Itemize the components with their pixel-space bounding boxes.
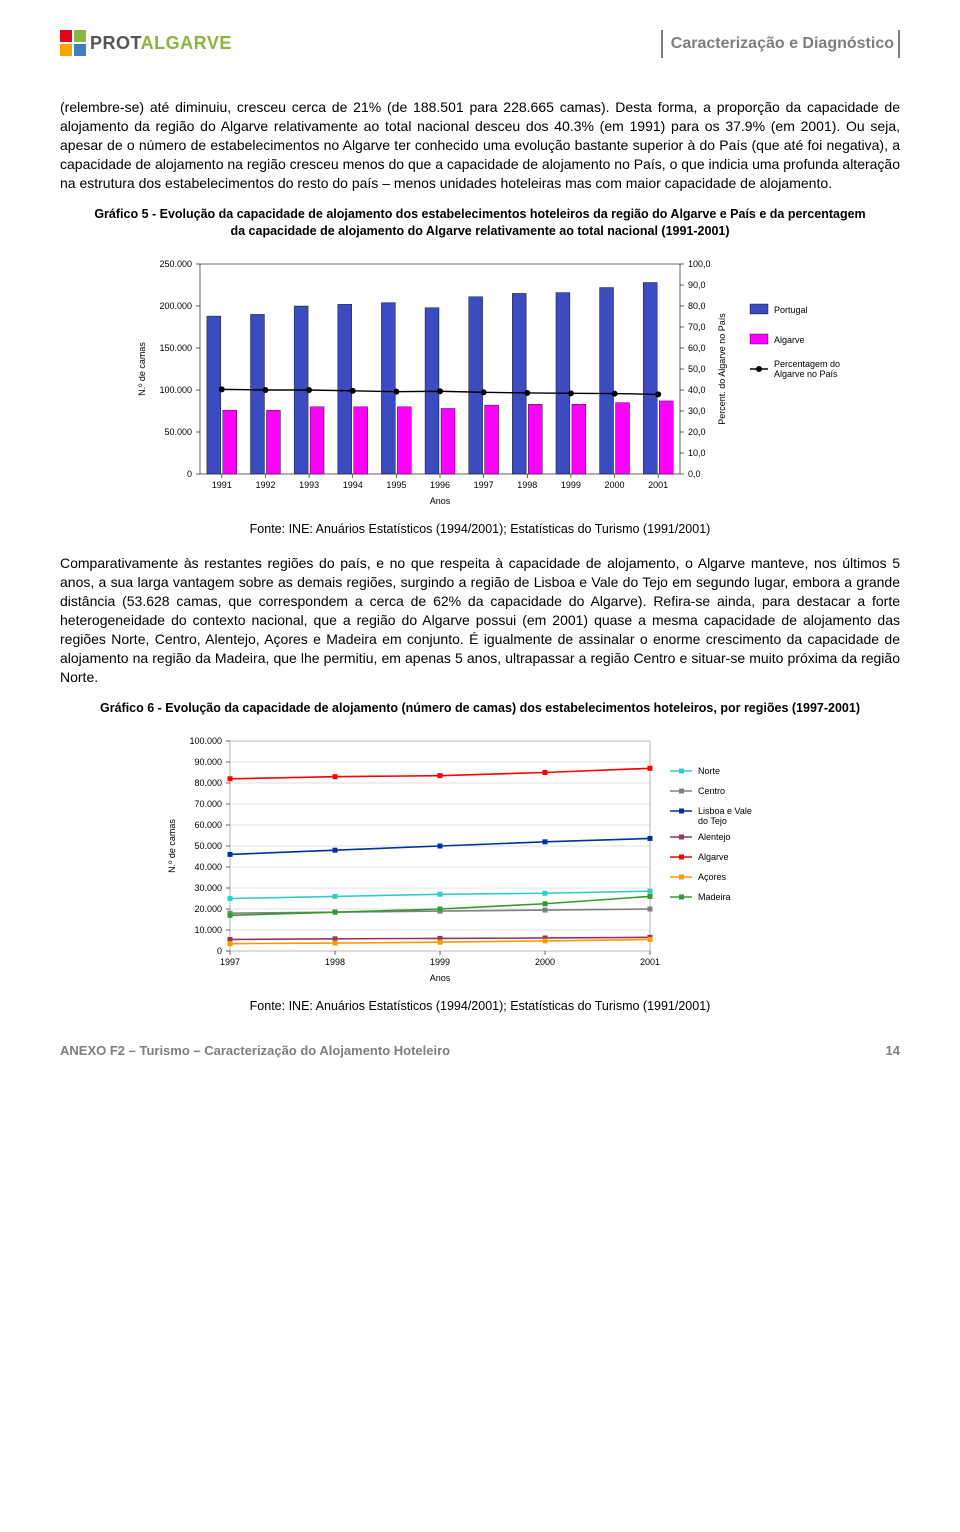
svg-text:50,0: 50,0 [688, 364, 706, 374]
logo: PROTALGARVE [60, 30, 232, 56]
svg-text:1999: 1999 [561, 480, 581, 490]
chart5-container: 0 50.000 100.000 150.000 200.000 250.000 0,0 10… [60, 254, 900, 514]
svg-text:250.000: 250.000 [159, 259, 192, 269]
svg-text:80.000: 80.000 [194, 778, 222, 788]
svg-text:Açores: Açores [698, 872, 727, 882]
svg-text:1995: 1995 [386, 480, 406, 490]
svg-text:70.000: 70.000 [194, 799, 222, 809]
logo-text-pre: PROT [90, 33, 141, 53]
svg-text:Alentejo: Alentejo [698, 832, 731, 842]
footer-left: ANEXO F2 – Turismo – Caracterização do A… [60, 1043, 450, 1058]
chart6-svg: 0 10.000 20.000 30.000 40.000 50.000 60.000 70.… [150, 731, 810, 991]
svg-text:Percent. do Algarve no País: Percent. do Algarve no País [717, 313, 727, 425]
svg-text:N.º de camas: N.º de camas [167, 819, 177, 873]
chart6-source: Fonte: INE: Anuários Estatísticos (1994/… [60, 999, 900, 1013]
svg-text:Percentagem doAlgarve no País: Percentagem doAlgarve no País [774, 359, 840, 379]
svg-text:20,0: 20,0 [688, 427, 706, 437]
svg-text:30,0: 30,0 [688, 406, 706, 416]
svg-text:60,0: 60,0 [688, 343, 706, 353]
svg-text:1999: 1999 [430, 957, 450, 967]
svg-text:80,0: 80,0 [688, 301, 706, 311]
svg-text:30.000: 30.000 [194, 883, 222, 893]
page-footer: ANEXO F2 – Turismo – Caracterização do A… [60, 1043, 900, 1058]
svg-text:40,0: 40,0 [688, 385, 706, 395]
chart5-svg: 0 50.000 100.000 150.000 200.000 250.000 0,0 10… [120, 254, 840, 514]
svg-text:0: 0 [187, 469, 192, 479]
svg-text:10.000: 10.000 [194, 925, 222, 935]
logo-icon [60, 30, 86, 56]
svg-text:2001: 2001 [640, 957, 660, 967]
paragraph-2: Comparativamente às restantes regiões do… [60, 554, 900, 686]
svg-text:Algarve: Algarve [698, 852, 729, 862]
svg-text:150.000: 150.000 [159, 343, 192, 353]
chart5-title: Gráfico 5 - Evolução da capacidade de al… [90, 206, 870, 240]
svg-text:2000: 2000 [535, 957, 555, 967]
svg-text:Lisboa e Valedo Tejo: Lisboa e Valedo Tejo [698, 806, 752, 826]
svg-text:2001: 2001 [648, 480, 668, 490]
svg-text:0: 0 [217, 946, 222, 956]
svg-text:1996: 1996 [430, 480, 450, 490]
svg-text:1992: 1992 [255, 480, 275, 490]
svg-text:Anos: Anos [430, 496, 451, 506]
page-header: PROTALGARVE Caracterização e Diagnóstico [60, 30, 900, 58]
svg-text:10,0: 10,0 [688, 448, 706, 458]
svg-text:40.000: 40.000 [194, 862, 222, 872]
svg-text:1997: 1997 [474, 480, 494, 490]
svg-text:60.000: 60.000 [194, 820, 222, 830]
svg-text:100.000: 100.000 [189, 736, 222, 746]
svg-text:1991: 1991 [212, 480, 232, 490]
svg-text:N.º de camas: N.º de camas [137, 342, 147, 396]
svg-text:1998: 1998 [325, 957, 345, 967]
svg-text:1993: 1993 [299, 480, 319, 490]
logo-text: PROTALGARVE [90, 33, 232, 54]
svg-text:70,0: 70,0 [688, 322, 706, 332]
chart6-container: 0 10.000 20.000 30.000 40.000 50.000 60.000 70.… [60, 731, 900, 991]
svg-text:100.000: 100.000 [159, 385, 192, 395]
svg-text:Algarve: Algarve [774, 335, 805, 345]
svg-text:20.000: 20.000 [194, 904, 222, 914]
paragraph-1: (relembre-se) até diminuiu, cresceu cerc… [60, 98, 900, 192]
svg-text:Madeira: Madeira [698, 892, 731, 902]
header-title: Caracterização e Diagnóstico [661, 30, 900, 58]
svg-text:Portugal: Portugal [774, 305, 808, 315]
svg-text:90,0: 90,0 [688, 280, 706, 290]
svg-text:0,0: 0,0 [688, 469, 701, 479]
svg-text:50.000: 50.000 [194, 841, 222, 851]
svg-text:2000: 2000 [605, 480, 625, 490]
svg-text:Norte: Norte [698, 766, 720, 776]
svg-text:1998: 1998 [517, 480, 537, 490]
svg-text:1994: 1994 [343, 480, 363, 490]
svg-text:90.000: 90.000 [194, 757, 222, 767]
chart6-title: Gráfico 6 - Evolução da capacidade de al… [90, 700, 870, 717]
svg-text:Centro: Centro [698, 786, 725, 796]
svg-text:Anos: Anos [430, 973, 451, 983]
svg-text:50.000: 50.000 [164, 427, 192, 437]
footer-page-number: 14 [886, 1043, 900, 1058]
svg-text:1997: 1997 [220, 957, 240, 967]
svg-text:200.000: 200.000 [159, 301, 192, 311]
chart5-source: Fonte: INE: Anuários Estatísticos (1994/… [60, 522, 900, 536]
svg-text:100,0: 100,0 [688, 259, 711, 269]
logo-text-accent: ALGARVE [141, 33, 232, 53]
